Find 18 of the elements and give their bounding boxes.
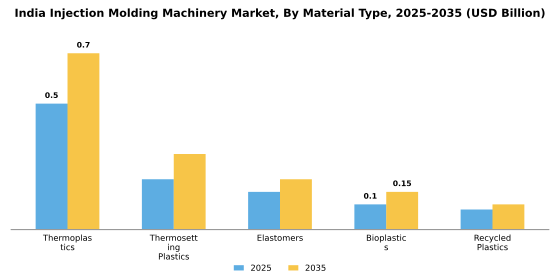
- x-tick-label: Bioplastic s: [366, 234, 406, 250]
- bar: [248, 192, 280, 230]
- x-tick-label: Recycled Plastics: [474, 234, 510, 250]
- bar: [174, 154, 206, 230]
- bar: [492, 204, 524, 230]
- x-tick-label: Elastomers: [258, 234, 303, 241]
- bar: [68, 53, 100, 230]
- chart-title: India Injection Molding Machinery Market, By Material Type, 2025-2035 (USD Billion): [16, 8, 545, 20]
- bar: [354, 204, 386, 230]
- x-tick-label: Thermosett ing Plastics: [150, 234, 198, 260]
- x-tick-label: Thermoplas tics: [42, 234, 92, 250]
- bar: [386, 192, 418, 230]
- legend-label: 2025: [251, 264, 271, 271]
- bar: [36, 104, 68, 230]
- bar: [460, 209, 492, 230]
- legend-label: 2035: [306, 264, 326, 271]
- bar: [280, 179, 312, 230]
- bar: [142, 179, 174, 230]
